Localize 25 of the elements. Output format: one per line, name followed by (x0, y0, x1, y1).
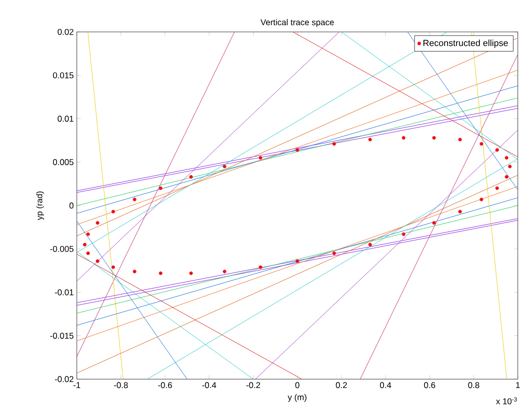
y-tick-label: -0.005 (50, 246, 74, 252)
x-tick-label: 0 (295, 382, 300, 388)
y-tick-label: -0.02 (54, 376, 74, 382)
x-tick-label: 0.8 (468, 382, 480, 388)
x-tick-label: 0.6 (424, 382, 436, 388)
x-axis-title: y (m) (288, 394, 306, 402)
y-tick-label: 0.005 (53, 159, 74, 166)
x-tick-label: 0.2 (336, 382, 347, 388)
text: x 10$^{-3}$ (496, 397, 517, 404)
x-tick-label: -0.2 (246, 382, 260, 388)
y-tick-label: 0.015 (53, 72, 74, 78)
y-tick-label: 0 (69, 202, 74, 208)
y-tick-label: -0.015 (50, 332, 74, 339)
x-tick-label: -1 (73, 382, 80, 388)
y-axis-title: yp (rad) (36, 191, 44, 220)
x-tick-label: 0.4 (380, 382, 392, 388)
y-tick-label: -0.01 (54, 289, 74, 296)
y-tick-label: 0.02 (58, 28, 74, 35)
x-tick-label: -0.6 (158, 382, 172, 388)
x-tick-label: -0.4 (202, 382, 216, 388)
x-tick-label: -0.8 (114, 382, 128, 388)
chart-title: Vertical trace space (260, 19, 334, 27)
y-tick-label: 0.01 (58, 116, 74, 122)
x-tick-label: 1 (516, 382, 520, 388)
legend-label: Reconstructed ellipse (423, 40, 508, 48)
